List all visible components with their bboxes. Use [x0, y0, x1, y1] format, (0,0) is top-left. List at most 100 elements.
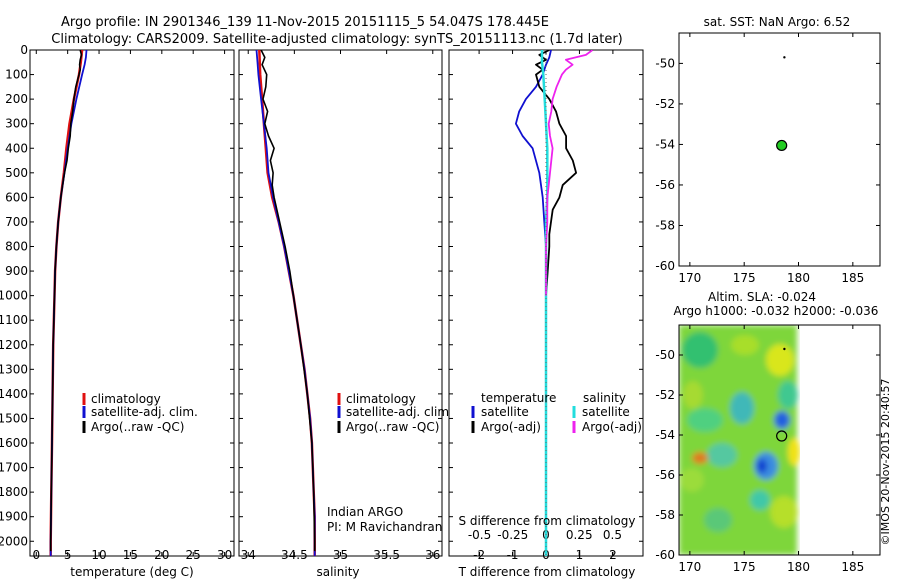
x-tick-label: 35.5	[373, 548, 400, 562]
depth-tick-label: 100	[5, 68, 28, 82]
difference-panel: -2-1012 -0.5-0.2500.250.5 S difference f…	[448, 49, 644, 579]
sla-map-title: Altim. SLA: -0.024	[708, 290, 816, 304]
depth-tick-label: 1000	[0, 289, 28, 303]
map-y-tick-label: -52	[655, 97, 675, 111]
map-y-tick-label: -50	[655, 348, 675, 362]
map-y-tick-label: -54	[655, 137, 675, 151]
series-line-salinity-argo-adj	[545, 50, 594, 296]
map-y-tick-label: -60	[655, 548, 675, 562]
legend-label-satellite: satellite-adj. clim.	[346, 405, 453, 419]
difference-legend-temperature: temperature satellite Argo(-adj)	[471, 391, 556, 434]
series-line-argo-raw-qc	[49, 50, 83, 552]
map-y-tick-label: -58	[655, 218, 675, 232]
salinity-panel: 34 34.5 35 35.5 36 salinity climatology sate…	[238, 49, 453, 579]
depth-tick-label: 1200	[0, 338, 28, 352]
depth-tick-label: 1800	[0, 485, 28, 499]
depth-tick-label: 1100	[0, 313, 28, 327]
x-tick-label: 0.25	[566, 528, 593, 542]
x-tick-label: 30	[217, 548, 232, 562]
x-tick-label: -0.5	[468, 528, 491, 542]
x-tick-label: -0.25	[497, 528, 528, 542]
legend-label-sat-salinity: satellite	[582, 405, 630, 419]
sla-heatmap	[679, 325, 800, 555]
difference-salinity-axis: -0.5-0.2500.250.5	[468, 528, 622, 556]
map-x-tick-label: 175	[733, 560, 756, 574]
temperature-plot-frame	[29, 49, 235, 557]
sst-map-axes: 170 175 180 185 -50 -52 -54 -56 -58 -60	[655, 33, 880, 285]
depth-tick-label: 900	[5, 264, 28, 278]
depth-tick-label: 500	[5, 166, 28, 180]
map-y-tick-label: -58	[655, 508, 675, 522]
legend-label-satellite: satellite-adj. clim.	[91, 405, 198, 419]
x-tick-label: 36	[425, 548, 440, 562]
legend-label-climatology: climatology	[91, 392, 161, 406]
depth-tick-label: 1500	[0, 411, 28, 425]
map-y-tick-label: -60	[655, 259, 675, 273]
difference-series	[515, 50, 594, 556]
temperature-x-axis: 0 5 10 15 20 25 30	[32, 50, 232, 562]
map-y-tick-label: -56	[655, 178, 675, 192]
salinity-xlabel: salinity	[316, 565, 359, 579]
sst-map-panel: sat. SST: NaN Argo: 6.52 170 175 180 185 -50…	[655, 15, 881, 285]
legend-label-argo: Argo(-adj)	[481, 420, 541, 434]
x-tick-label: 15	[123, 548, 138, 562]
depth-tick-label: 300	[5, 117, 28, 131]
salinity-note-institution: Indian ARGO	[327, 505, 403, 519]
sla-map-panel: Altim. SLA: -0.024 Argo h1000: -0.032 h2…	[655, 290, 881, 574]
legend-label-argo-salinity: Argo(-adj)	[582, 420, 642, 434]
map-y-tick-label: -52	[655, 388, 675, 402]
map-y-tick-label: -50	[655, 56, 675, 70]
legend-label-argo: Argo(..raw -QC)	[91, 420, 184, 434]
x-tick-label: 5	[64, 548, 72, 562]
x-tick-label: 35	[333, 548, 348, 562]
x-tick-label: 0	[32, 548, 40, 562]
difference-legend-salinity: salinity satellite Argo(-adj)	[572, 391, 642, 434]
salinity-x-axis: 34 34.5 35 35.5 36	[241, 50, 440, 562]
series-line-salinity-satellite	[540, 50, 549, 556]
sla-map-points	[776, 347, 788, 442]
argo-position-marker	[776, 430, 788, 442]
legend-label-satellite: satellite	[481, 405, 529, 419]
legend-title-temperature: temperature	[481, 391, 556, 405]
x-tick-label: 0.5	[603, 528, 622, 542]
temperature-series	[49, 50, 88, 556]
sla-map-frame	[678, 324, 881, 556]
temperature-xlabel: temperature (deg C)	[70, 565, 193, 579]
imos-credit: ©IMOS 20-Nov-2015 20:40:57	[879, 379, 892, 546]
difference-depth-ticks	[449, 49, 643, 542]
x-tick-label: 10	[91, 548, 106, 562]
difference-salinity-xlabel: S difference from climatology	[459, 514, 636, 528]
map-x-tick-label: 185	[841, 271, 864, 285]
figure-title-line1: Argo profile: IN 2901346_139 11-Nov-2015…	[61, 15, 549, 30]
difference-xlabel: T difference from climatology	[458, 565, 636, 579]
temperature-depth-axis: 0 100 200 300 400 500 600 700 800 900 1000 1100 1200…	[0, 43, 234, 548]
salinity-note-pi: PI: M Ravichandran	[327, 520, 442, 534]
map-x-tick-label: 185	[841, 560, 864, 574]
depth-tick-label: 1600	[0, 436, 28, 450]
depth-tick-label: 1300	[0, 362, 28, 376]
salinity-plot-frame	[238, 49, 443, 557]
salinity-depth-ticks	[239, 49, 442, 542]
x-tick-label: 25	[186, 548, 201, 562]
depth-tick-label: 1400	[0, 387, 28, 401]
depth-tick-label: 200	[5, 92, 28, 106]
map-x-tick-label: 180	[787, 271, 810, 285]
depth-tick-label: 800	[5, 240, 28, 254]
depth-tick-label: 1900	[0, 510, 28, 524]
salinity-legend: climatology satellite-adj. clim. Argo(..…	[337, 392, 453, 434]
sst-map-points	[776, 56, 788, 152]
series-line-argo-raw-qc	[260, 50, 316, 552]
x-tick-label: 34	[241, 548, 256, 562]
x-tick-label: 34.5	[281, 548, 308, 562]
sla-map-subtitle: Argo h1000: -0.032 h2000: -0.036	[674, 304, 879, 318]
salinity-series	[255, 50, 316, 556]
sst-map-title: sat. SST: NaN Argo: 6.52	[704, 15, 851, 29]
map-x-tick-label: 180	[787, 560, 810, 574]
depth-tick-label: 400	[5, 141, 28, 155]
map-y-tick-label: -54	[655, 428, 675, 442]
legend-title-salinity: salinity	[583, 391, 626, 405]
map-x-tick-label: 170	[678, 560, 701, 574]
argo-position-marker	[776, 139, 788, 152]
legend-label-argo: Argo(..raw -QC)	[346, 420, 439, 434]
